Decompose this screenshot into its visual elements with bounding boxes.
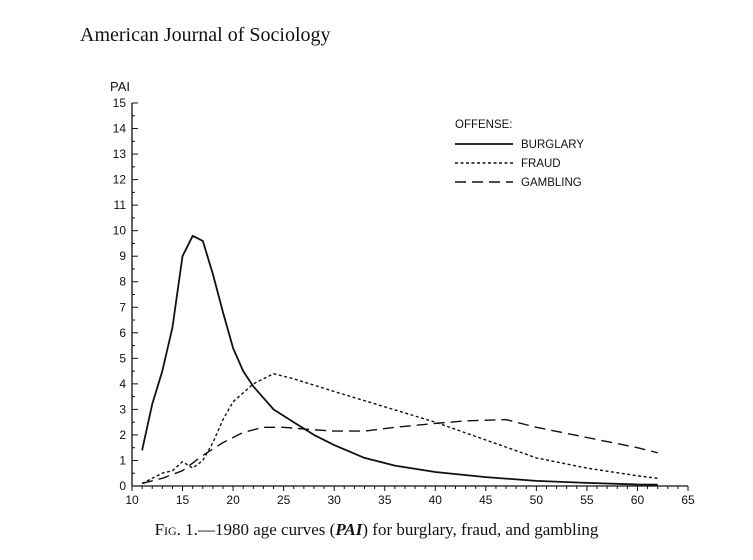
figure-label: Fig. 1.	[154, 520, 198, 539]
caption-dash: —	[197, 520, 215, 539]
chart-legend: OFFENSE: BURGLARY FRAUD GAMBLING	[455, 119, 584, 189]
y-tick-label: 8	[119, 275, 126, 289]
caption-italic-term: PAI	[335, 520, 363, 539]
legend-label-burglary: BURGLARY	[521, 139, 584, 151]
y-tick-label: 11	[114, 198, 127, 212]
running-head: American Journal of Sociology	[80, 24, 331, 46]
x-tick-label: 55	[580, 493, 594, 507]
x-tick-label: 15	[176, 493, 190, 507]
y-tick-label: 9	[119, 249, 126, 263]
figure-caption: Fig. 1.—1980 age curves (PAI) for burgla…	[0, 520, 753, 540]
y-tick-label: 5	[119, 351, 126, 365]
x-tick-label: 50	[530, 493, 544, 507]
x-tick-label: 10	[125, 493, 139, 507]
x-tick-label: 35	[378, 493, 392, 507]
y-tick-label: 1	[119, 453, 126, 467]
caption-text-pre: 1980 age curves (	[214, 520, 336, 539]
legend-title: OFFENSE:	[455, 119, 513, 131]
legend-label-gambling: GAMBLING	[521, 177, 582, 189]
x-tick-label: 40	[429, 493, 443, 507]
x-tick-label: 65	[681, 493, 695, 507]
y-tick-label: 3	[119, 402, 126, 416]
chart-series	[141, 234, 658, 486]
x-tick-label: 20	[226, 493, 240, 507]
series-line-burglary	[141, 234, 658, 486]
series-line-gambling	[141, 418, 658, 485]
y-tick-label: 0	[119, 479, 126, 493]
x-tick-label: 25	[277, 493, 291, 507]
y-tick-label: 12	[113, 173, 127, 187]
y-tick-label: 13	[113, 147, 127, 161]
legend-label-fraud: FRAUD	[521, 158, 561, 170]
x-tick-label: 30	[328, 493, 342, 507]
caption-text-post: ) for burglary, fraud, and gambling	[362, 520, 599, 539]
y-axis-label: PAI	[110, 79, 130, 94]
y-tick-label: 2	[119, 428, 126, 442]
y-tick-label: 7	[119, 300, 126, 314]
y-tick-label: 6	[119, 326, 126, 340]
y-tick-label: 4	[119, 377, 126, 391]
y-tick-label: 15	[113, 96, 127, 110]
y-tick-label: 14	[113, 122, 127, 136]
x-tick-label: 45	[479, 493, 493, 507]
x-tick-label: 60	[631, 493, 645, 507]
y-tick-label: 10	[113, 224, 127, 238]
